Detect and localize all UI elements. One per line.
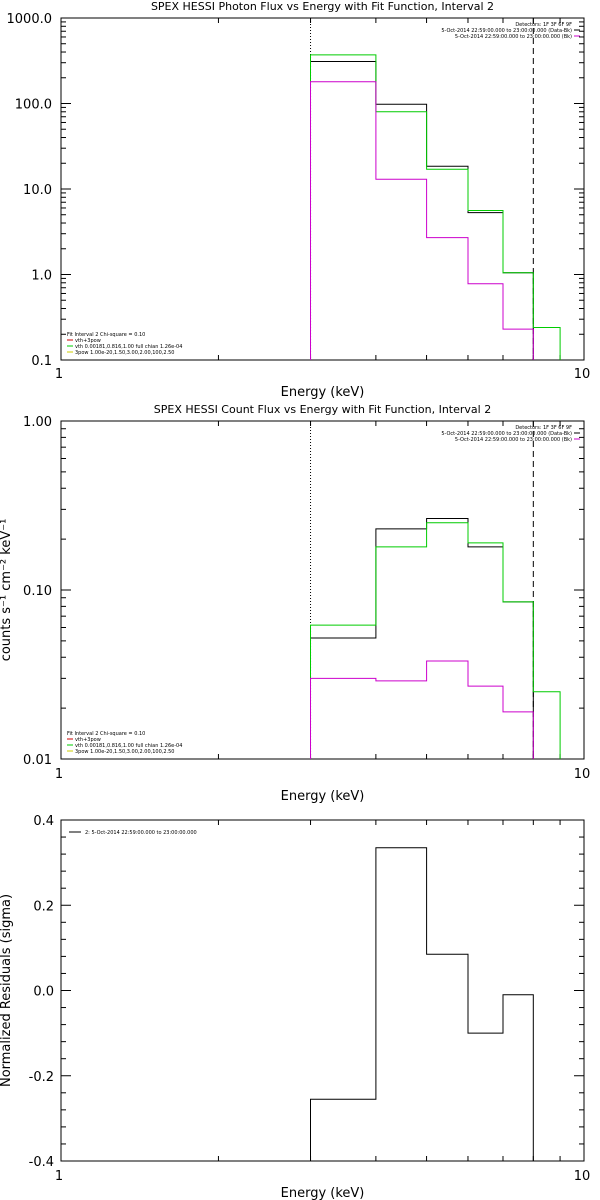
y-tick-label: 0.10 [23,584,52,599]
y-tick-label: 1000.0 [7,12,53,27]
panel-title: SPEX HESSI Photon Flux vs Energy with Fi… [151,0,494,13]
panel-title: SPEX HESSI Count Flux vs Energy with Fit… [154,403,491,416]
panel-3: 1 10 Energy (keV) -0.4 -0.2 0.0 0.2 0.4 Normaliz… [0,814,590,1200]
step-series [310,81,534,360]
step-series [310,847,534,1161]
y-tick-label: -0.4 [29,1155,54,1170]
legend-entry: 2: 5-Oct-2014 22:59:00.000 to 23:00:00.0… [85,830,197,836]
plot-frame [60,819,585,1162]
plot-frame [60,17,585,361]
x-tick-label: 1 [55,767,63,782]
y-tick-label: 0.01 [23,753,52,768]
x-tick-label: 1 [55,1169,63,1184]
legend-entry: 5-Oct-2014 22:59:00.000 to 23:00:00.000 … [441,28,572,34]
legend-entry: vth+3pow [75,737,101,743]
legend-entry: 5-Oct-2014 22:59:00.000 to 23:00:00.000 … [455,437,572,443]
step-series [310,54,561,360]
legend-entry: vth+3pow [75,338,101,344]
legend-entry: Fit Interval 2 Chi-square = 0.10 [67,332,145,338]
plot-frame [60,420,585,760]
y-tick-label: 1.00 [23,415,52,430]
y-tick-label: 0.1 [31,354,52,369]
y-tick-label: 1.0 [31,269,52,284]
legend-entry: vth 0.00181,0.816,1.00 full chian 1.26e-… [75,743,182,749]
y-tick-label: 100.0 [15,98,52,113]
x-axis-label: Energy (keV) [281,385,365,400]
x-axis-label: Energy (keV) [281,1186,365,1200]
legend-entry: Fit Interval 2 Chi-square = 0.10 [67,731,145,737]
y-tick-label: 0.4 [33,814,54,829]
step-series [310,522,561,759]
y-axis-label: Normalized Residuals (sigma) [0,894,14,1087]
legend-entry: 5-Oct-2014 22:59:00.000 to 23:00:00.000 … [441,431,572,437]
legend-entry: Detectors: 1F 3F 6F 9F [515,425,572,431]
panel-2: SPEX HESSI Count Flux vs Energy with Fit… [0,403,590,804]
legend-entry: 5-Oct-2014 22:59:00.000 to 23:00:00.000 … [455,34,572,40]
legend-entry: 3pow 1.00e-20,1.50,3.00,2.00,100,2.50 [75,749,175,755]
step-series [310,518,534,759]
y-tick-label: 0.2 [33,899,54,914]
x-tick-label: 10 [574,767,591,782]
legend-entry: vth 0.00181,0.816,1.00 full chian 1.26e-… [75,344,182,350]
x-tick-label: 10 [574,1169,591,1184]
x-tick-label: 10 [574,367,591,382]
x-tick-label: 1 [55,367,63,382]
legend-entry: Detectors: 1F 3F 6F 9F [515,22,572,28]
panel-1: SPEX HESSI Photon Flux vs Energy with Fi… [7,0,591,400]
step-series [310,660,534,759]
legend-entry: 3pow 1.00e-20,1.50,3.00,2.00,100,2.50 [75,350,175,356]
y-tick-label: 0.0 [33,985,54,1000]
y-axis-label: counts s⁻¹ cm⁻² keV⁻¹ [0,519,14,662]
x-axis-label: Energy (keV) [281,789,365,804]
y-tick-label: 10.0 [23,183,52,198]
y-tick-label: -0.2 [29,1070,54,1085]
